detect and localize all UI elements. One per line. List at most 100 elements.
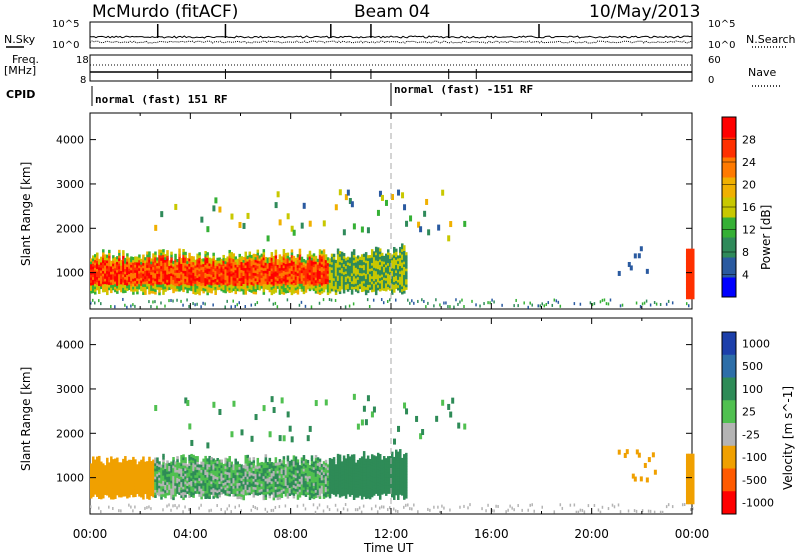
echo-cell xyxy=(294,491,298,495)
echo-cell xyxy=(421,298,423,302)
echo-cell xyxy=(180,276,183,280)
echo-cell xyxy=(254,272,258,276)
echo-cell xyxy=(216,260,219,264)
echo-cell xyxy=(302,272,306,276)
echo-cell xyxy=(230,477,233,481)
echo-cell xyxy=(130,491,133,495)
echo-cell xyxy=(268,473,272,477)
echo-cell xyxy=(110,268,113,272)
echo-cell xyxy=(140,473,143,477)
echo-cell xyxy=(366,458,370,462)
echo-cell xyxy=(172,266,175,270)
echo-cell xyxy=(405,495,408,499)
echo-cell xyxy=(194,458,197,462)
echo-cell xyxy=(160,496,163,500)
echo-cell xyxy=(258,465,262,469)
echo-cell xyxy=(196,466,199,470)
echo-cell xyxy=(210,488,213,493)
echo-cell xyxy=(240,258,244,263)
echo-cell xyxy=(100,275,103,279)
echo-cell xyxy=(90,277,93,281)
echo-cell xyxy=(334,480,338,484)
echo-cell xyxy=(264,475,268,479)
echo-cell xyxy=(256,278,260,283)
echo-cell xyxy=(190,287,193,292)
echo-cell xyxy=(328,271,332,275)
echo-cell xyxy=(401,246,404,250)
echo-cell xyxy=(158,461,161,465)
echo-cell xyxy=(128,481,131,485)
echo-cell xyxy=(146,461,149,465)
echo-cell xyxy=(172,276,175,280)
echo-cell xyxy=(288,286,292,290)
echo-cell xyxy=(204,487,207,492)
echo-cell xyxy=(134,485,137,490)
echo-cell xyxy=(282,477,286,481)
echo-cell xyxy=(246,274,250,278)
echo-cell xyxy=(358,264,362,268)
echo-cell xyxy=(395,473,398,477)
echo-cell xyxy=(401,465,404,470)
echo-cell xyxy=(358,256,362,260)
echo-cell xyxy=(204,264,207,268)
echo-cell xyxy=(322,267,326,272)
echo-cell xyxy=(368,265,372,269)
echo-cell xyxy=(202,485,205,489)
echo-cell xyxy=(240,272,244,276)
echo-cell xyxy=(130,478,133,482)
echo-cell xyxy=(382,255,386,259)
nave-tick-bottom: 0 xyxy=(708,75,714,86)
echo-cell xyxy=(126,482,129,486)
echo-cell xyxy=(298,483,302,487)
echo-cell xyxy=(276,475,280,479)
echo-cell xyxy=(190,274,193,278)
echo-cell xyxy=(260,461,264,466)
echo-cell xyxy=(356,473,360,477)
echo-cell xyxy=(266,286,270,290)
echo-cell xyxy=(350,486,354,490)
echo-cell xyxy=(210,491,213,495)
echo-cell xyxy=(206,286,209,290)
echo-cell xyxy=(178,256,181,260)
echo-cell xyxy=(386,270,390,274)
echo-cell xyxy=(401,288,404,292)
echo-cell xyxy=(302,468,306,472)
echo-cell xyxy=(397,268,400,272)
echo-cell xyxy=(180,271,183,275)
echo-cell xyxy=(368,458,372,463)
echo-cell xyxy=(162,491,165,495)
echo-cell xyxy=(338,272,342,276)
echo-cell xyxy=(198,483,201,487)
echo-cell xyxy=(216,504,218,508)
echo-cell xyxy=(368,472,372,476)
echo-cell xyxy=(184,475,187,480)
echo-cell xyxy=(160,493,163,497)
echo-cell xyxy=(126,466,129,470)
echo-cell xyxy=(395,267,398,271)
echo-cell xyxy=(260,264,264,268)
echo-cell xyxy=(254,275,258,279)
echo-cell xyxy=(399,457,402,461)
echo-cell xyxy=(391,273,394,277)
echo-cell xyxy=(292,466,296,470)
echo-cell xyxy=(264,472,268,477)
echo-cell xyxy=(148,262,151,266)
echo-cell xyxy=(152,287,155,292)
echo-cell xyxy=(403,456,406,460)
echo-cell xyxy=(368,263,372,267)
echo-cell xyxy=(338,256,342,260)
echo-cell xyxy=(188,492,191,496)
echo-cell xyxy=(310,283,314,288)
echo-cell xyxy=(100,472,103,476)
echo-cell xyxy=(172,465,175,469)
echo-cell xyxy=(374,286,378,290)
echo-cell xyxy=(294,268,298,272)
echo-cell xyxy=(282,482,286,486)
echo-cell xyxy=(352,223,356,230)
echo-cell xyxy=(280,269,284,273)
echo-cell xyxy=(312,493,316,497)
echo-cell xyxy=(132,509,134,513)
echo-cell xyxy=(326,291,330,296)
echo-cell xyxy=(234,458,237,462)
echo-cell xyxy=(284,482,288,486)
